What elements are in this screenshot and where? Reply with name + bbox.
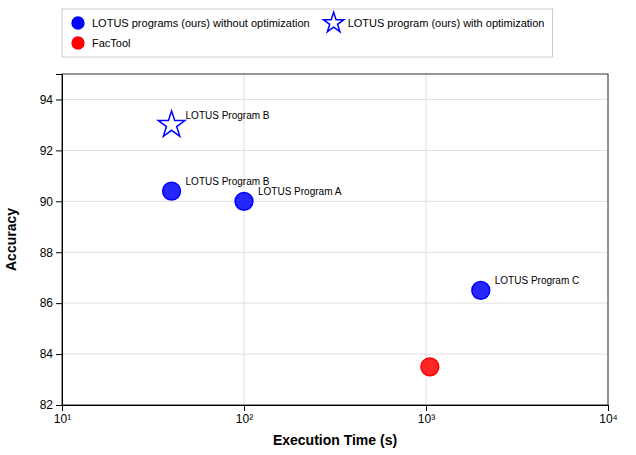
plot: 10¹ 10² 10³ 10⁴ 82 84 86 88 90 92 94 LOTUS Program … bbox=[40, 74, 618, 426]
y-tick-mark bbox=[56, 150, 62, 151]
x-axis: 10¹ 10² 10³ 10⁴ bbox=[54, 405, 618, 426]
legend: LOTUS programs (ours) without optimizati… bbox=[62, 9, 552, 57]
point bbox=[472, 282, 490, 300]
legend-frame bbox=[62, 9, 552, 57]
x-tick-label: 10⁴ bbox=[599, 412, 618, 426]
y-tick: 90 bbox=[40, 195, 62, 209]
y-tick: 88 bbox=[40, 246, 62, 260]
x-grid-line bbox=[426, 74, 427, 405]
point bbox=[163, 182, 181, 200]
series bbox=[163, 182, 490, 299]
y-grid-line bbox=[62, 99, 608, 100]
grid bbox=[62, 74, 608, 405]
legend-label: LOTUS programs (ours) without optimizati… bbox=[92, 17, 310, 29]
chart: 10¹ 10² 10³ 10⁴ 82 84 86 88 90 92 94 LOTUS Program … bbox=[0, 0, 636, 455]
y-tick-label: 88 bbox=[40, 246, 54, 260]
y-tick-mark bbox=[56, 405, 62, 406]
x-axis-line bbox=[63, 406, 609, 412]
x-tick-label: 10³ bbox=[418, 412, 435, 426]
x-tick-mark bbox=[608, 405, 609, 411]
x-tick-label: 10² bbox=[236, 412, 253, 426]
y-grid-line bbox=[62, 150, 608, 151]
y-axis-line bbox=[56, 75, 63, 406]
legend-symbol bbox=[72, 17, 84, 29]
x-tick: 10⁴ bbox=[599, 405, 618, 426]
x-tick-label: 10¹ bbox=[54, 412, 71, 426]
series bbox=[158, 111, 185, 136]
y-axis-title: Accuracy bbox=[3, 208, 19, 271]
x-tick-mark bbox=[426, 405, 427, 411]
plot-frame bbox=[62, 74, 608, 405]
y-tick-label: 92 bbox=[40, 144, 54, 158]
y-tick: 86 bbox=[40, 296, 62, 310]
y-tick-label: 86 bbox=[40, 296, 54, 310]
legend-symbol bbox=[72, 37, 84, 49]
y-tick: 92 bbox=[40, 144, 62, 158]
y-grid-line bbox=[62, 252, 608, 253]
y-tick-label: 94 bbox=[40, 93, 54, 107]
marks bbox=[158, 111, 489, 376]
series bbox=[421, 358, 439, 376]
x-tick: 10³ bbox=[418, 405, 435, 426]
legend-item: LOTUS programs (ours) without optimizati… bbox=[72, 17, 310, 29]
y-tick-label: 82 bbox=[40, 398, 54, 412]
y-grid-line bbox=[62, 303, 608, 304]
y-tick-mark bbox=[56, 252, 62, 253]
y-tick-label: 84 bbox=[40, 347, 54, 361]
annotations: LOTUS Program B LOTUS Program A LOTUS Prog… bbox=[186, 110, 580, 287]
x-tick: 10¹ bbox=[54, 405, 71, 426]
y-axis: 82 84 86 88 90 92 94 bbox=[40, 75, 63, 413]
y-tick: 82 bbox=[40, 398, 62, 412]
y-tick-mark bbox=[56, 99, 62, 100]
legend-label: FacTool bbox=[92, 37, 131, 49]
annotation: LOTUS Program A bbox=[258, 186, 342, 197]
point bbox=[421, 358, 439, 376]
y-tick: 84 bbox=[40, 347, 62, 361]
y-tick-mark bbox=[56, 354, 62, 355]
legend-item: FacTool bbox=[72, 37, 130, 49]
annotation: LOTUS Program B bbox=[186, 110, 270, 121]
legend-symbol bbox=[323, 12, 343, 31]
y-tick-label: 90 bbox=[40, 195, 54, 209]
x-grid-line bbox=[244, 74, 245, 405]
x-axis-title: Execution Time (s) bbox=[273, 432, 397, 448]
y-tick-mark bbox=[56, 303, 62, 304]
x-tick-mark bbox=[244, 405, 245, 411]
annotation: LOTUS Program C bbox=[495, 275, 579, 286]
legend-label: LOTUS program (ours) with optimization bbox=[348, 17, 545, 29]
point bbox=[158, 111, 185, 136]
point bbox=[235, 192, 253, 210]
y-grid-line bbox=[62, 201, 608, 202]
legend-item: LOTUS program (ours) with optimization bbox=[323, 12, 544, 31]
y-grid-line bbox=[62, 354, 608, 355]
y-tick-mark bbox=[56, 201, 62, 202]
x-tick: 10² bbox=[236, 405, 253, 426]
y-tick: 94 bbox=[40, 93, 62, 107]
